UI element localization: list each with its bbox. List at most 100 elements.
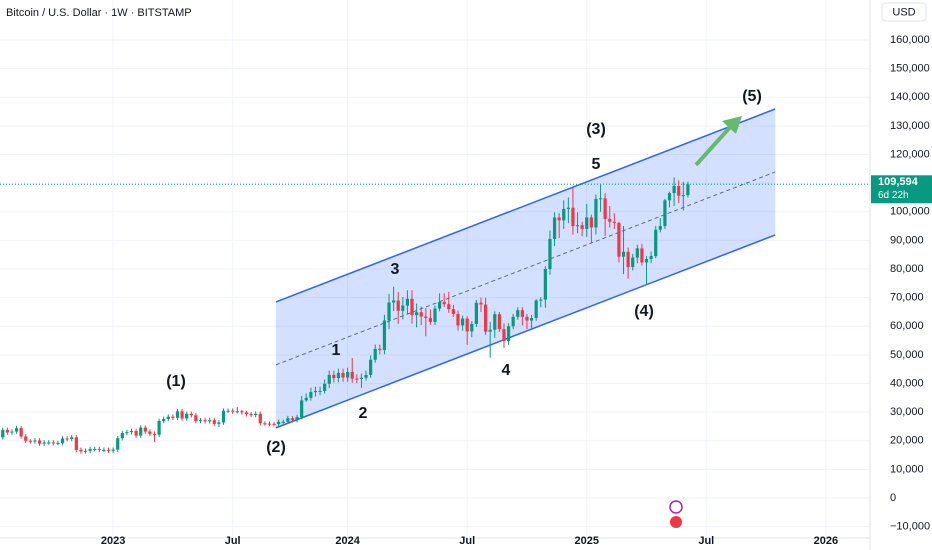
candle-body	[162, 418, 166, 421]
y-tick-label: 90,000	[890, 234, 924, 246]
candle-body	[355, 378, 359, 380]
candle-body	[364, 374, 368, 378]
candle-body	[369, 359, 373, 375]
candle-body	[479, 302, 483, 305]
candle-body	[396, 300, 400, 311]
candle-body	[359, 377, 364, 379]
countdown: 6d 22h	[878, 190, 909, 201]
candle-body	[120, 433, 124, 439]
candle-body	[208, 420, 212, 422]
candle-body	[350, 372, 354, 379]
candle-body	[401, 305, 405, 311]
candle-body	[589, 217, 593, 228]
candle-body	[341, 372, 345, 378]
currency[interactable]: USD	[892, 6, 915, 18]
candle-body	[313, 390, 318, 393]
candle-body	[562, 208, 566, 221]
x-tick-label: Jul	[459, 535, 475, 547]
candle-body	[185, 413, 189, 419]
x-tick-label: 2024	[335, 535, 360, 547]
candle-body	[502, 329, 506, 342]
candle-body	[277, 421, 281, 425]
candle-body	[603, 198, 607, 219]
channel-lower	[275, 234, 776, 429]
wave-label: 3	[391, 261, 400, 278]
candle-body	[139, 427, 143, 436]
candle-body	[654, 229, 658, 257]
candle-body	[249, 414, 253, 416]
candle-body	[433, 308, 437, 322]
candle-body	[290, 418, 295, 421]
candle-body	[543, 269, 547, 300]
candle-body	[198, 420, 203, 422]
wave-label: 4	[502, 362, 511, 379]
chart-title: Bitcoin / U.S. Dollar · 1W · BITSTAMP	[6, 7, 192, 19]
candle-body	[424, 316, 428, 318]
y-tick-label: 140,000	[890, 91, 930, 103]
candle-body	[474, 302, 478, 324]
candle-body	[631, 257, 635, 267]
forecast-arrow	[694, 123, 734, 167]
candle-body	[414, 312, 419, 316]
candle-body	[5, 429, 9, 433]
candle-body	[465, 318, 469, 332]
candle-body	[272, 423, 276, 425]
candle-body	[70, 437, 74, 440]
candle-body	[1, 429, 5, 438]
candle-body	[575, 225, 580, 227]
candle-body	[83, 450, 88, 452]
candle-body	[60, 438, 65, 444]
candle-body	[529, 317, 534, 321]
candle-body	[254, 413, 258, 415]
candle-body	[552, 217, 557, 239]
candle-body	[382, 320, 387, 351]
y-tick-label: 20,000	[890, 435, 924, 447]
candle-body	[88, 449, 92, 451]
candle-body	[557, 217, 561, 221]
candle-body	[520, 310, 524, 317]
candle-body	[667, 193, 672, 201]
candle-body	[437, 301, 442, 309]
candle-body	[171, 416, 175, 418]
price-label-box	[871, 175, 932, 204]
candle-body	[548, 238, 552, 270]
candle-body	[134, 431, 138, 436]
candle-body	[442, 301, 446, 305]
candle-body	[323, 383, 327, 391]
candle-body	[456, 313, 460, 326]
candle-body	[116, 438, 120, 450]
y-tick-label: 80,000	[890, 263, 924, 275]
candle-body	[428, 317, 433, 322]
x-tick-label: 2023	[101, 535, 125, 547]
candle-body	[336, 372, 341, 379]
candle-body	[608, 218, 612, 222]
candle-body	[594, 198, 598, 228]
candle-body	[74, 437, 78, 450]
candle-body	[483, 304, 488, 332]
candle-body	[585, 217, 589, 229]
channel-mid	[275, 171, 776, 366]
candle-body	[640, 248, 644, 263]
plot	[0, 108, 870, 454]
candle-body	[373, 348, 377, 360]
y-tick-label: −10,000	[890, 521, 930, 533]
candle-body	[166, 416, 170, 419]
candle-body	[617, 222, 621, 257]
grid	[0, 0, 870, 538]
candle-body	[419, 312, 423, 317]
candle-body	[19, 428, 23, 437]
candle-body	[65, 438, 69, 440]
candle-body	[612, 221, 616, 223]
y-tick-label: 10,000	[890, 463, 924, 475]
candle-body	[33, 440, 37, 442]
candle-body	[649, 256, 653, 259]
candle-body	[635, 248, 639, 258]
candle-body	[79, 449, 83, 452]
candle-body	[672, 185, 676, 194]
currency-box[interactable]	[881, 2, 927, 22]
wave-label: (3)	[586, 121, 606, 138]
candle-body	[217, 422, 221, 424]
candle-body	[658, 226, 662, 230]
x-tick-label: 2025	[575, 535, 599, 547]
forecast-arrowhead	[722, 116, 742, 134]
